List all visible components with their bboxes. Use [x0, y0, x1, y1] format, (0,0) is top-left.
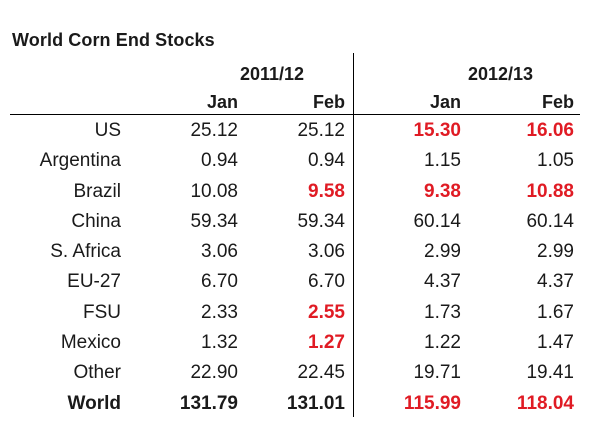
- country-label: US: [94, 120, 121, 141]
- value-cell: 1.22: [424, 332, 461, 354]
- country-label: China: [71, 210, 121, 232]
- value-cell: 2.33: [201, 301, 238, 323]
- value-cell: 25.12: [190, 120, 238, 141]
- value-cell: 118.04: [516, 392, 574, 414]
- country-label: Mexico: [60, 332, 121, 354]
- year-divider-line: [353, 53, 354, 417]
- value-cell: 3.06: [308, 241, 345, 263]
- value-cell: 59.34: [190, 210, 238, 232]
- value-cell: 2.55: [308, 301, 345, 323]
- value-cell: 15.30: [413, 120, 461, 141]
- value-cell: 1.05: [537, 150, 574, 172]
- value-cell: 1.27: [308, 332, 345, 354]
- country-label: S. Africa: [50, 241, 121, 263]
- value-cell: 2.99: [424, 241, 461, 263]
- value-cell: 0.94: [308, 150, 345, 172]
- month-header-2011-jan: Jan: [206, 92, 238, 112]
- value-cell: 2.99: [537, 241, 574, 263]
- value-cell: 59.34: [297, 210, 345, 232]
- country-label: Other: [73, 362, 121, 384]
- value-cell: 131.01: [286, 392, 345, 414]
- table-title: World Corn End Stocks: [12, 30, 215, 50]
- year-header-2012-13: 2012/13: [468, 64, 534, 84]
- value-cell: 22.45: [297, 362, 345, 384]
- value-cell: 115.99: [403, 392, 461, 414]
- table-row-total: World 131.79 131.01 115.99 118.04: [0, 389, 593, 419]
- value-cell: 16.06: [526, 120, 574, 141]
- country-label: World: [67, 392, 121, 414]
- value-cell: 1.47: [537, 332, 574, 354]
- table-row: FSU 2.33 2.55 1.73 1.67: [0, 298, 593, 328]
- value-cell: 6.70: [201, 271, 238, 293]
- table-row: Mexico 1.32 1.27 1.22 1.47: [0, 328, 593, 358]
- value-cell: 25.12: [297, 120, 345, 141]
- month-header-2012-jan: Jan: [429, 92, 461, 112]
- value-cell: 19.71: [413, 362, 461, 384]
- value-cell: 1.67: [537, 301, 574, 323]
- value-cell: 9.38: [424, 180, 461, 202]
- value-cell: 10.88: [526, 180, 574, 202]
- value-cell: 1.15: [424, 150, 461, 172]
- value-cell: 9.58: [308, 180, 345, 202]
- header-underline: [10, 114, 580, 115]
- value-cell: 1.32: [201, 332, 238, 354]
- value-cell: 131.79: [179, 392, 238, 414]
- country-label: EU-27: [67, 271, 121, 293]
- table-row: Brazil 10.08 9.58 9.38 10.88: [0, 177, 593, 207]
- month-header-2012-feb: Feb: [541, 92, 574, 112]
- value-cell: 4.37: [424, 271, 461, 293]
- country-label: Brazil: [73, 180, 121, 202]
- value-cell: 19.41: [526, 362, 574, 384]
- table-row: China 59.34 59.34 60.14 60.14: [0, 207, 593, 237]
- value-cell: 60.14: [526, 210, 574, 232]
- value-cell: 4.37: [537, 271, 574, 293]
- table-body: US 25.12 25.12 15.30 16.06 Argentina 0.9…: [0, 116, 593, 419]
- value-cell: 6.70: [308, 271, 345, 293]
- value-cell: 3.06: [201, 241, 238, 263]
- table-row: US 25.12 25.12 15.30 16.06: [0, 116, 593, 146]
- value-cell: 10.08: [190, 180, 238, 202]
- year-header-2011-12: 2011/12: [240, 64, 305, 84]
- value-cell: 0.94: [201, 150, 238, 172]
- table-row: Other 22.90 22.45 19.71 19.41: [0, 358, 593, 388]
- country-label: Argentina: [39, 150, 121, 172]
- month-header-2011-feb: Feb: [312, 92, 345, 112]
- table-row: Argentina 0.94 0.94 1.15 1.05: [0, 146, 593, 176]
- value-cell: 60.14: [413, 210, 461, 232]
- value-cell: 22.90: [190, 362, 238, 384]
- table-row: EU-27 6.70 6.70 4.37 4.37: [0, 267, 593, 297]
- country-label: FSU: [83, 301, 121, 323]
- value-cell: 1.73: [424, 301, 461, 323]
- table-row: S. Africa 3.06 3.06 2.99 2.99: [0, 237, 593, 267]
